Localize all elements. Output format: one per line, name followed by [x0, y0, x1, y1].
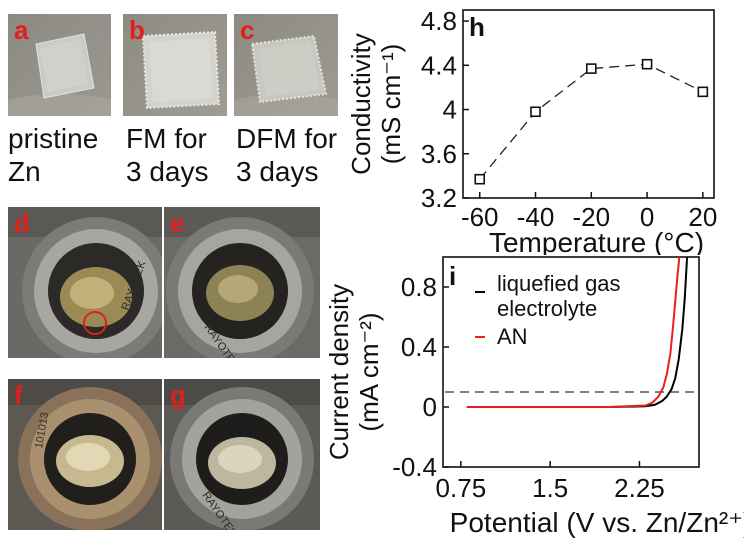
photo-pristine-zn-image — [8, 14, 111, 116]
y-tick-label-h: 4 — [443, 95, 457, 125]
x-tick-label-h: -40 — [517, 202, 555, 232]
x-tick-label-h: 0 — [640, 202, 654, 232]
panel-label-g: g — [170, 380, 186, 410]
data-point-h — [697, 86, 709, 98]
caption-b-line2: 3 days — [126, 156, 209, 187]
panel-label-b: b — [129, 15, 145, 45]
caption-b: FM for 3 days — [126, 122, 209, 188]
data-point-h — [474, 173, 486, 185]
legend-label-an: AN — [497, 324, 528, 349]
photo-cell-e: RAYOTEK e — [164, 207, 320, 358]
photo-cell-e-image: RAYOTEK — [164, 207, 320, 358]
y-axis-label-i-line1: Current density — [324, 284, 354, 460]
current-density-chart: -0.4 0 0.4 0.8 0.75 1.5 2.25 i liquefied gaselec… — [324, 256, 744, 538]
caption-c-line2: 3 days — [236, 156, 319, 187]
caption-c-line1: DFM for — [236, 123, 338, 154]
y-tick-label-h: 3.6 — [421, 139, 457, 169]
panel-label-f: f — [14, 380, 23, 410]
y-axis-label-i-line2: (mA cm⁻²) — [354, 312, 384, 431]
x-axis-label-h: Temperature (°C) — [489, 227, 704, 255]
photo-cell-f-image: 101013 — [8, 379, 162, 530]
data-point-h — [641, 58, 653, 70]
x-axis-label-i: Potential (V vs. Zn/Zn²⁺) — [450, 507, 744, 538]
panel-label-h: h — [469, 12, 485, 42]
y-tick-label-h: 3.2 — [421, 183, 457, 213]
y-tick-label-h: 4.4 — [421, 50, 457, 80]
data-point-h — [585, 63, 597, 74]
caption-a-line1: pristine — [8, 123, 99, 154]
photo-fm-3days: b — [123, 14, 227, 116]
series-line-an — [466, 257, 681, 408]
panel-label-a: a — [14, 15, 29, 45]
photo-fm-3days-image — [123, 14, 227, 116]
photo-cell-g-image: RAYOTEK — [164, 379, 320, 530]
panel-label-i: i — [449, 261, 456, 291]
panel-label-d: d — [14, 208, 30, 238]
x-tick-label-h: 20 — [688, 202, 717, 232]
caption-a-line2: Zn — [8, 156, 41, 187]
data-point-h — [530, 106, 541, 118]
y-axis-label-h-line1: Conductivity — [346, 33, 376, 175]
caption-a: pristine Zn — [8, 122, 98, 188]
y-tick-label-i: -0.4 — [392, 452, 437, 482]
photo-dfm-3days-image — [234, 14, 338, 116]
conductivity-chart: 3.2 3.6 4 4.4 4.8 -60 -40 -20 0 20 h Temperature (°… — [346, 6, 717, 255]
x-tick-label-i: 1.5 — [532, 473, 568, 503]
plot-frame-i — [442, 256, 700, 468]
photo-pristine-zn: a — [8, 14, 111, 116]
photo-cell-d: RAYOTEK d — [8, 207, 162, 358]
y-tick-label-i: 0.8 — [401, 272, 437, 302]
panel-label-c: c — [240, 15, 255, 45]
caption-b-line1: FM for — [126, 123, 207, 154]
y-tick-label-h: 4.8 — [421, 6, 457, 36]
legend-label-liquefied-gas-line2: electrolyte — [497, 296, 597, 321]
x-tick-label-h: -20 — [572, 202, 610, 232]
y-axis-label-h-line2: (mS cm⁻¹) — [376, 44, 406, 165]
y-tick-label-i: 0 — [423, 392, 437, 422]
photo-cell-f: 101013 f — [8, 379, 162, 530]
panel-label-e: e — [170, 208, 185, 238]
caption-c: DFM for 3 days — [236, 122, 337, 188]
x-tick-label-i: 2.25 — [614, 473, 665, 503]
x-tick-label-i: 0.75 — [436, 473, 487, 503]
photo-cell-g: RAYOTEK g — [164, 379, 320, 530]
photo-cell-d-image: RAYOTEK — [8, 207, 162, 358]
y-tick-label-i: 0.4 — [401, 332, 437, 362]
legend-label-liquefied-gas-line1: liquefied gas — [497, 271, 621, 296]
plot-frame-h — [462, 9, 715, 199]
photo-dfm-3days: c — [234, 14, 338, 116]
series-line-h — [479, 63, 704, 180]
x-tick-label-h: -60 — [461, 202, 499, 232]
